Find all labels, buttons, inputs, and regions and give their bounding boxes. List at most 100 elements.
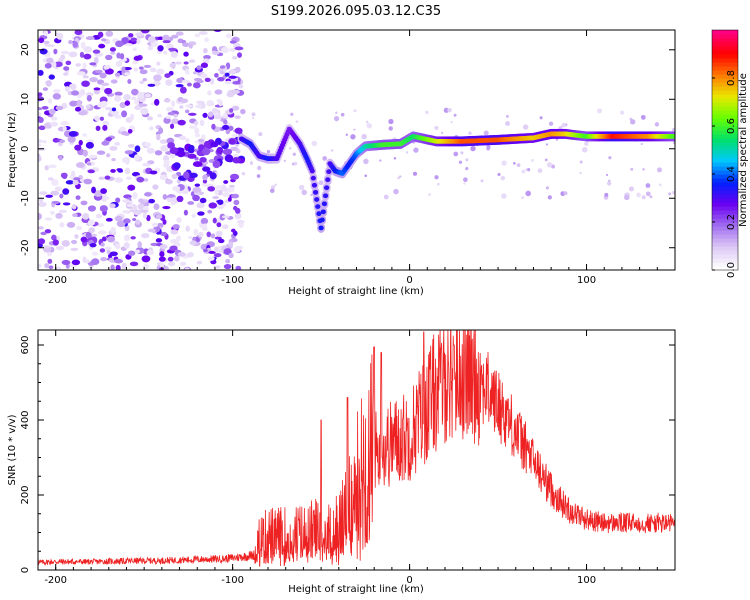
halo-speck xyxy=(257,165,262,171)
heatmap-y-tick-label: 10 xyxy=(20,93,31,106)
noise-speck xyxy=(181,79,190,84)
noise-speck xyxy=(144,142,152,148)
colorbar-step xyxy=(712,86,738,91)
heatmap-y-tick-label: 0 xyxy=(20,146,31,152)
noise-speck xyxy=(196,100,205,105)
colorbar-tick-label: 0.6 xyxy=(726,118,737,134)
halo-speck xyxy=(413,147,419,153)
noise-speck xyxy=(124,167,131,175)
noise-speck xyxy=(139,103,148,107)
noise-speck xyxy=(55,245,65,251)
noise-cluster-speck xyxy=(209,172,217,180)
noise-speck xyxy=(151,222,159,228)
noise-speck xyxy=(98,176,105,180)
noise-speck xyxy=(44,263,50,269)
colorbar-step xyxy=(712,206,738,211)
colorbar-step xyxy=(712,34,738,39)
noise-speck xyxy=(52,239,59,246)
noise-speck xyxy=(135,249,141,254)
noise-speck xyxy=(203,54,211,60)
noise-speck xyxy=(147,36,156,44)
noise-speck xyxy=(139,209,149,213)
noise-speck xyxy=(146,147,155,154)
noise-speck xyxy=(105,217,113,222)
halo-speck xyxy=(353,128,356,131)
noise-speck xyxy=(194,183,201,187)
noise-speck xyxy=(58,209,68,214)
noise-speck xyxy=(169,245,178,252)
snr-y-tick-label: 400 xyxy=(20,410,31,429)
noise-speck xyxy=(221,192,231,197)
snr-axes: -200 -100 0 100 0 200 400 600 xyxy=(20,330,676,586)
halo-speck xyxy=(579,160,583,164)
noise-speck xyxy=(188,59,196,63)
noise-speck xyxy=(52,89,61,94)
colorbar-step xyxy=(712,62,738,67)
halo-speck xyxy=(624,194,630,201)
snr-x-tick-label: 100 xyxy=(577,575,596,586)
colorbar-step xyxy=(712,158,738,163)
noise-speck xyxy=(59,139,66,144)
halo-speck xyxy=(443,107,449,113)
noise-speck xyxy=(39,197,44,203)
colorbar-step xyxy=(712,190,738,195)
noise-speck xyxy=(49,121,59,127)
noise-speck xyxy=(51,234,57,241)
noise-speck xyxy=(142,162,151,167)
noise-speck xyxy=(186,82,192,87)
noise-speck xyxy=(82,75,89,79)
halo-speck xyxy=(500,175,506,181)
colorbar-step xyxy=(712,70,738,75)
colorbar-step xyxy=(712,174,738,179)
signal-core xyxy=(325,177,331,183)
noise-speck xyxy=(129,113,135,121)
noise-speck xyxy=(72,41,79,48)
colorbar-step xyxy=(712,126,738,131)
noise-speck xyxy=(99,72,107,79)
noise-speck xyxy=(38,92,43,97)
noise-speck xyxy=(221,46,230,54)
noise-speck xyxy=(85,104,91,109)
noise-speck xyxy=(54,61,63,68)
snr-y-tick-label: 200 xyxy=(20,485,31,504)
noise-speck xyxy=(143,64,152,69)
noise-speck xyxy=(192,194,200,202)
noise-speck xyxy=(95,213,103,219)
noise-speck xyxy=(139,66,144,70)
noise-speck xyxy=(193,228,199,236)
heatmap-signal-layer xyxy=(237,123,675,233)
halo-speck xyxy=(353,109,357,113)
noise-speck xyxy=(90,233,98,237)
colorbar-step xyxy=(712,222,738,227)
noise-speck xyxy=(78,139,83,146)
noise-speck xyxy=(38,143,42,147)
noise-speck xyxy=(213,265,221,269)
noise-speck xyxy=(87,205,96,212)
noise-speck xyxy=(202,223,208,230)
halo-speck xyxy=(548,121,554,126)
noise-cluster-speck xyxy=(203,140,211,149)
noise-speck xyxy=(165,79,173,86)
noise-speck xyxy=(200,62,209,68)
colorbar-step xyxy=(712,234,738,239)
noise-speck xyxy=(42,139,47,144)
halo-speck xyxy=(539,116,543,120)
noise-speck xyxy=(38,213,42,220)
noise-speck xyxy=(69,100,78,107)
noise-speck xyxy=(176,217,182,223)
noise-speck xyxy=(131,96,137,101)
noise-speck xyxy=(104,106,112,111)
colorbar-step xyxy=(712,142,738,147)
colorbar-step xyxy=(712,226,738,231)
noise-speck xyxy=(162,34,170,42)
noise-speck xyxy=(55,266,62,270)
halo-speck xyxy=(251,112,256,117)
noise-speck xyxy=(60,121,70,126)
noise-speck xyxy=(229,68,237,75)
noise-speck xyxy=(62,202,71,206)
noise-speck xyxy=(80,88,86,96)
noise-speck xyxy=(115,60,123,67)
noise-speck xyxy=(85,36,95,41)
colorbar-tick-label: 0.8 xyxy=(726,70,737,86)
halo-speck xyxy=(606,173,609,176)
